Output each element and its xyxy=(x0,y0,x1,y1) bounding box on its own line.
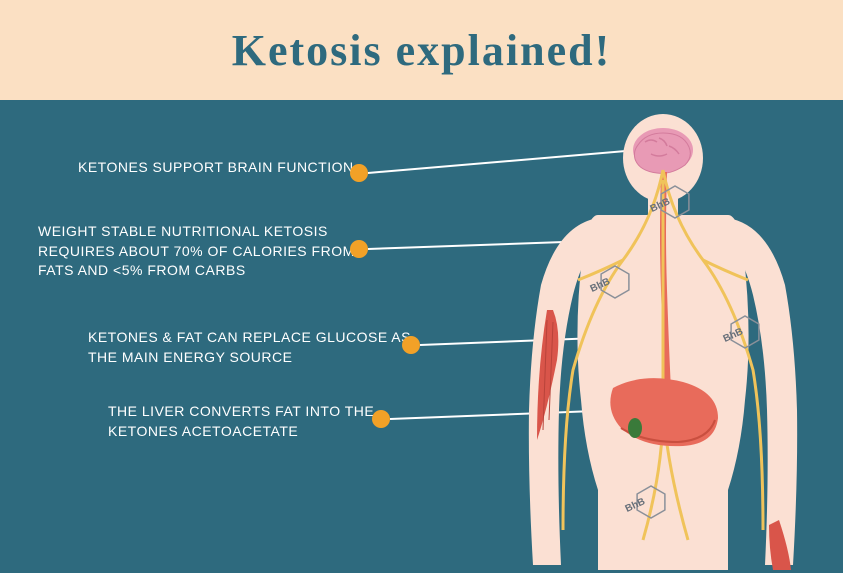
anatomy-svg xyxy=(503,110,823,570)
main-panel: KETONES SUPPORT BRAIN FUNCTION WEIGHT STA… xyxy=(0,100,843,573)
callout-text-2: KETONES & FAT CAN REPLACE GLUCOSE AS THE… xyxy=(88,328,428,367)
callout-dot-2 xyxy=(402,336,420,354)
callout-text-1: WEIGHT STABLE NUTRITIONAL KETOSIS REQUIR… xyxy=(38,222,378,281)
page-title: Ketosis explained! xyxy=(232,25,611,76)
header: Ketosis explained! xyxy=(0,0,843,100)
callout-dot-0 xyxy=(350,164,368,182)
body-figure xyxy=(503,110,823,570)
callout-text-3: THE LIVER CONVERTS FAT INTO THE KETONES … xyxy=(108,402,448,441)
callout-text-0: KETONES SUPPORT BRAIN FUNCTION xyxy=(78,158,354,178)
callout-dot-1 xyxy=(350,240,368,258)
callout-dot-3 xyxy=(372,410,390,428)
